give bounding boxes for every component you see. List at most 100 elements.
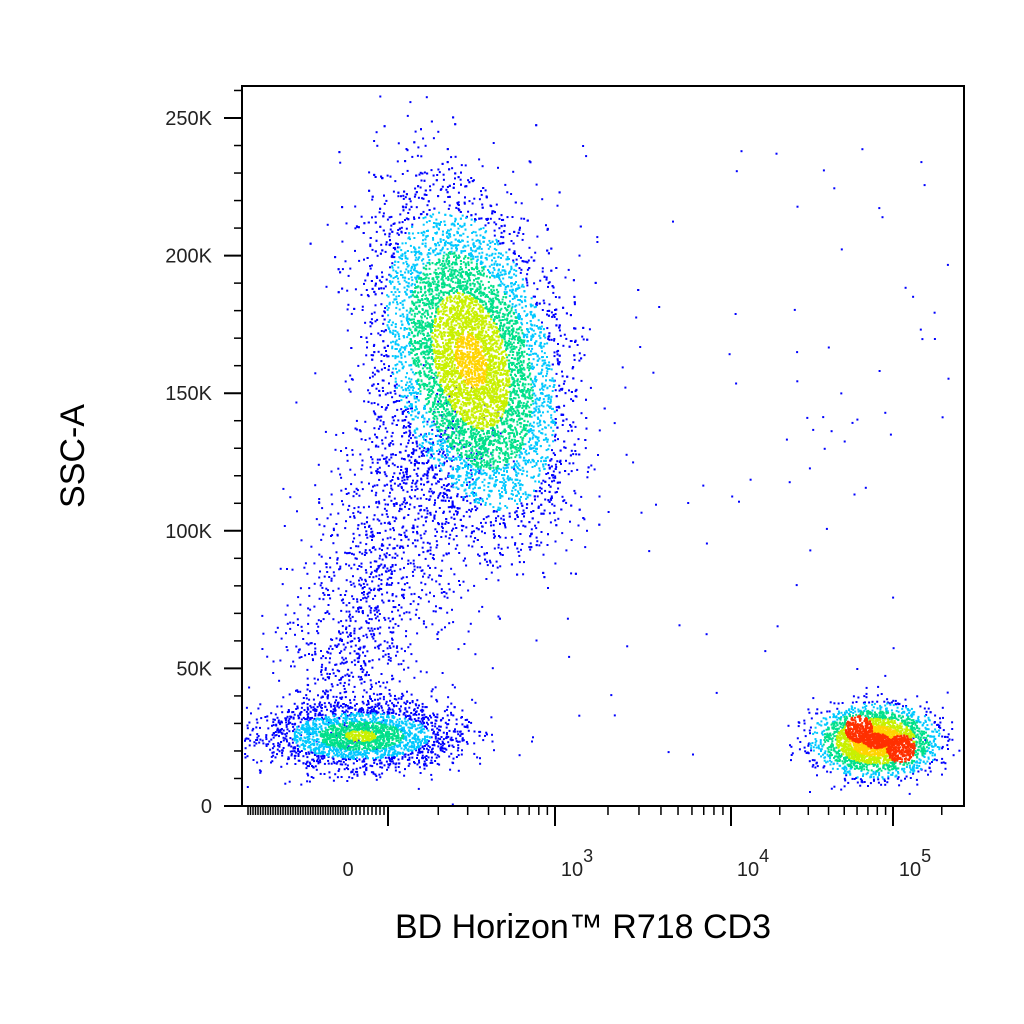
event-dot xyxy=(282,487,285,490)
event-dot xyxy=(510,240,513,242)
event-dot xyxy=(484,189,487,192)
event-dot xyxy=(276,705,279,708)
event-dot xyxy=(354,695,356,698)
event-dot xyxy=(349,580,352,583)
event-dot xyxy=(580,379,583,382)
event-dot xyxy=(364,662,367,665)
event-dot xyxy=(407,411,410,413)
event-dot xyxy=(420,717,423,720)
event-dot xyxy=(728,353,731,356)
event-dot xyxy=(517,492,520,495)
event-dot xyxy=(395,698,398,701)
event-dot xyxy=(355,492,358,495)
event-dot xyxy=(496,241,499,244)
event-dot xyxy=(525,277,528,280)
event-dot xyxy=(413,592,416,595)
event-dot xyxy=(400,399,403,402)
event-dot xyxy=(888,702,891,705)
event-dot xyxy=(411,482,414,485)
event-dot xyxy=(345,767,348,769)
event-dot xyxy=(371,539,373,541)
event-dot xyxy=(380,583,383,586)
event-dot xyxy=(529,494,532,497)
event-dot xyxy=(416,699,419,702)
event-dot xyxy=(379,252,382,255)
event-dot xyxy=(277,744,279,747)
event-dot xyxy=(349,640,352,643)
event-dot xyxy=(398,227,401,230)
event-dot xyxy=(562,306,565,309)
event-dot xyxy=(598,523,601,526)
event-dot xyxy=(305,725,308,728)
event-dot xyxy=(389,523,392,525)
event-dot xyxy=(550,311,553,314)
event-dot xyxy=(463,201,466,204)
event-dot xyxy=(510,193,513,195)
event-dot xyxy=(550,338,553,341)
event-dot xyxy=(481,605,484,608)
event-dot xyxy=(300,656,303,658)
event-dot xyxy=(558,326,561,329)
event-dot xyxy=(528,521,531,524)
event-dot xyxy=(552,286,555,289)
event-dot xyxy=(520,502,523,505)
event-dot xyxy=(546,342,549,345)
event-dot xyxy=(840,392,843,395)
event-dot xyxy=(542,328,545,331)
event-dot xyxy=(367,699,369,702)
event-dot xyxy=(458,580,460,582)
event-dot xyxy=(705,633,708,636)
event-dot xyxy=(810,749,813,752)
event-dot xyxy=(951,728,954,730)
event-dot xyxy=(404,405,407,408)
event-dot xyxy=(439,738,442,741)
event-dot xyxy=(958,749,961,752)
event-dot xyxy=(640,511,643,514)
event-dot xyxy=(419,171,422,174)
event-dot xyxy=(559,388,562,391)
event-dot xyxy=(413,495,416,498)
event-dot xyxy=(341,640,343,642)
event-dot xyxy=(401,757,404,760)
event-dot xyxy=(413,464,416,467)
event-dot xyxy=(354,758,357,761)
event-dot xyxy=(374,646,377,649)
event-dot xyxy=(303,701,305,704)
event-dot xyxy=(379,756,382,759)
event-dot xyxy=(452,486,455,489)
event-dot xyxy=(351,453,354,456)
event-dot xyxy=(294,737,297,740)
event-dot xyxy=(470,721,473,724)
event-dot xyxy=(423,738,426,740)
event-dot xyxy=(272,754,275,757)
event-dot xyxy=(305,752,308,754)
event-dot xyxy=(424,756,427,759)
event-dot xyxy=(391,678,394,681)
event-dot xyxy=(450,752,453,755)
event-dot xyxy=(470,492,473,494)
event-dot xyxy=(396,751,399,754)
event-dot xyxy=(342,432,345,434)
event-dot xyxy=(306,780,309,783)
event-dot xyxy=(388,216,391,219)
event-dot xyxy=(550,458,553,461)
event-dot xyxy=(422,622,425,625)
event-dot xyxy=(352,675,355,678)
event-dot xyxy=(912,737,915,740)
event-dot xyxy=(393,286,396,288)
event-dot xyxy=(347,274,350,277)
event-dot xyxy=(384,250,387,253)
event-dot xyxy=(388,232,391,235)
event-dot xyxy=(389,620,392,623)
event-dot xyxy=(822,766,825,769)
event-dot xyxy=(347,745,350,748)
event-dot xyxy=(282,736,285,739)
event-dot xyxy=(412,562,415,565)
event-dot xyxy=(434,725,437,728)
event-dot xyxy=(445,188,448,191)
event-dot xyxy=(734,313,737,315)
event-dot xyxy=(546,440,549,443)
event-dot xyxy=(341,710,344,713)
event-dot xyxy=(389,708,392,711)
event-dot xyxy=(338,151,341,154)
